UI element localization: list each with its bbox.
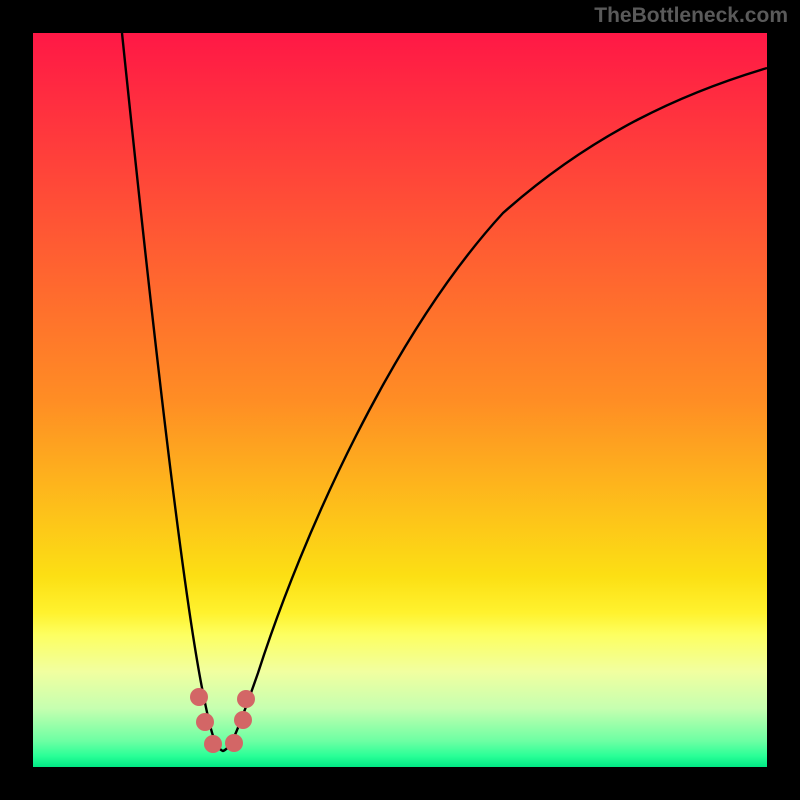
marker-point bbox=[237, 690, 255, 708]
marker-point bbox=[225, 734, 243, 752]
marker-point bbox=[234, 711, 252, 729]
bottleneck-curve-chart bbox=[33, 33, 767, 767]
marker-point bbox=[204, 735, 222, 753]
curve-layer bbox=[33, 33, 767, 767]
marker-point bbox=[190, 688, 208, 706]
watermark-text: TheBottleneck.com bbox=[594, 4, 788, 28]
chart-frame: TheBottleneck.com bbox=[0, 0, 800, 800]
marker-group bbox=[190, 688, 255, 753]
bottleneck-curve bbox=[122, 33, 767, 751]
marker-point bbox=[196, 713, 214, 731]
